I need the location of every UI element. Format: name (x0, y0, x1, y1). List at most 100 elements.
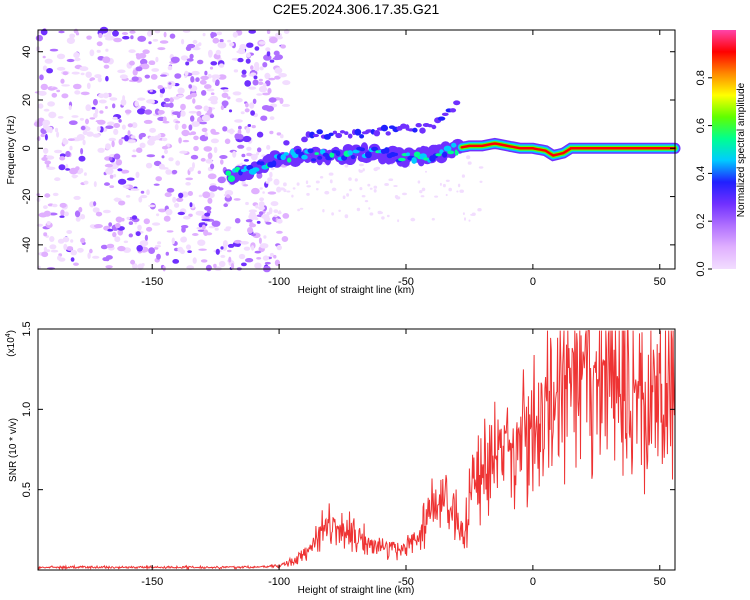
noise-speckle (44, 193, 51, 198)
noise-speckle (85, 71, 92, 78)
noise-speckle (204, 70, 208, 76)
noise-speckle (237, 57, 244, 63)
noise-speckle (208, 225, 216, 229)
noise-speckle (283, 182, 287, 187)
noise-speckle (442, 183, 446, 188)
noise-speckle (43, 147, 49, 154)
noise-speckle (248, 209, 257, 213)
ridge-core (314, 152, 320, 156)
noise-speckle (462, 212, 465, 216)
noise-speckle (266, 211, 271, 216)
noise-speckle (249, 102, 255, 109)
noise-speckle (132, 149, 136, 153)
signal-ridge (223, 100, 681, 185)
noise-speckle (256, 220, 261, 224)
noise-speckle (331, 212, 334, 216)
noise-speckle (322, 209, 325, 213)
noise-speckle (112, 231, 117, 238)
noise-speckle (61, 84, 70, 87)
noise-speckle (200, 259, 208, 263)
noise-speckle (127, 130, 131, 137)
noise-speckle (135, 66, 143, 72)
noise-speckle (132, 263, 138, 270)
y-tick-label: 40 (21, 46, 33, 58)
noise-speckle (143, 119, 153, 124)
noise-speckle (189, 202, 193, 208)
noise-speckle (152, 222, 161, 226)
noise-speckle (65, 150, 71, 158)
noise-speckle (62, 71, 69, 76)
noise-speckle (155, 56, 159, 63)
noise-speckle (49, 236, 55, 242)
noise-speckle (148, 204, 156, 208)
noise-speckle (166, 187, 175, 193)
noise-speckle (68, 120, 78, 125)
noise-speckle (329, 179, 333, 184)
colorbar-tick-label: 0.4 (695, 166, 707, 181)
noise-speckle (57, 238, 65, 244)
noise-speckle (168, 82, 172, 85)
noise-speckle (203, 229, 209, 236)
noise-speckle (95, 211, 103, 217)
noise-speckle (85, 104, 92, 112)
noise-speckle (142, 49, 150, 54)
noise-speckle (262, 191, 265, 194)
noise-speckle (105, 75, 109, 82)
noise-speckle (203, 146, 213, 152)
noise-speckle (260, 115, 268, 121)
noise-speckle (270, 201, 279, 207)
noise-speckle (143, 218, 150, 225)
noise-speckle (204, 84, 212, 90)
noise-speckle (127, 123, 133, 128)
noise-speckle (276, 132, 282, 136)
x-tick-label: -150 (141, 276, 163, 288)
noise-speckle (125, 195, 131, 198)
noise-speckle (51, 87, 58, 90)
noise-speckle (104, 163, 113, 168)
noise-speckle (154, 246, 159, 250)
noise-speckle (168, 157, 174, 162)
noise-speckle (126, 216, 131, 220)
ridge-core (259, 161, 265, 166)
noise-speckle (56, 66, 66, 71)
noise-speckle (59, 215, 65, 218)
noise-speckle (140, 190, 145, 194)
noise-speckle (242, 135, 252, 143)
noise-speckle (217, 176, 226, 184)
noise-speckle (188, 124, 193, 131)
noise-speckle (149, 62, 156, 65)
noise-speckle (174, 123, 179, 131)
noise-speckle (171, 82, 176, 87)
noise-speckle (137, 97, 146, 101)
noise-speckle (244, 108, 250, 113)
noise-speckle (108, 121, 112, 125)
noise-speckle (112, 30, 119, 37)
noise-speckle (130, 135, 136, 139)
noise-speckle (71, 174, 79, 178)
noise-speckle (124, 109, 132, 114)
noise-speckle (209, 66, 214, 70)
noise-speckle (227, 96, 231, 100)
noise-speckle (234, 133, 240, 140)
noise-speckle (368, 207, 371, 210)
noise-speckle (373, 185, 378, 189)
noise-speckle (114, 236, 121, 243)
secondary-ridge-blob (415, 123, 422, 128)
noise-speckle (115, 216, 123, 223)
noise-speckle (262, 61, 268, 68)
spectrogram-x-ticks: -150 -100 -50 0 50 (141, 30, 666, 288)
secondary-ridge-blob (301, 136, 308, 143)
snr-x-ticks: -150 -100 -50 0 50 (141, 329, 666, 588)
noise-speckle (166, 230, 174, 233)
noise-speckle (40, 133, 46, 138)
noise-speckle (445, 179, 450, 182)
noise-speckle (140, 194, 148, 199)
noise-speckle (269, 116, 275, 120)
noise-speckle (259, 243, 269, 249)
noise-speckle (431, 217, 435, 221)
noise-speckle (83, 172, 87, 176)
noise-speckle (276, 230, 283, 234)
noise-speckle (283, 188, 287, 193)
noise-speckle (377, 210, 382, 215)
ridge-core (451, 142, 457, 148)
